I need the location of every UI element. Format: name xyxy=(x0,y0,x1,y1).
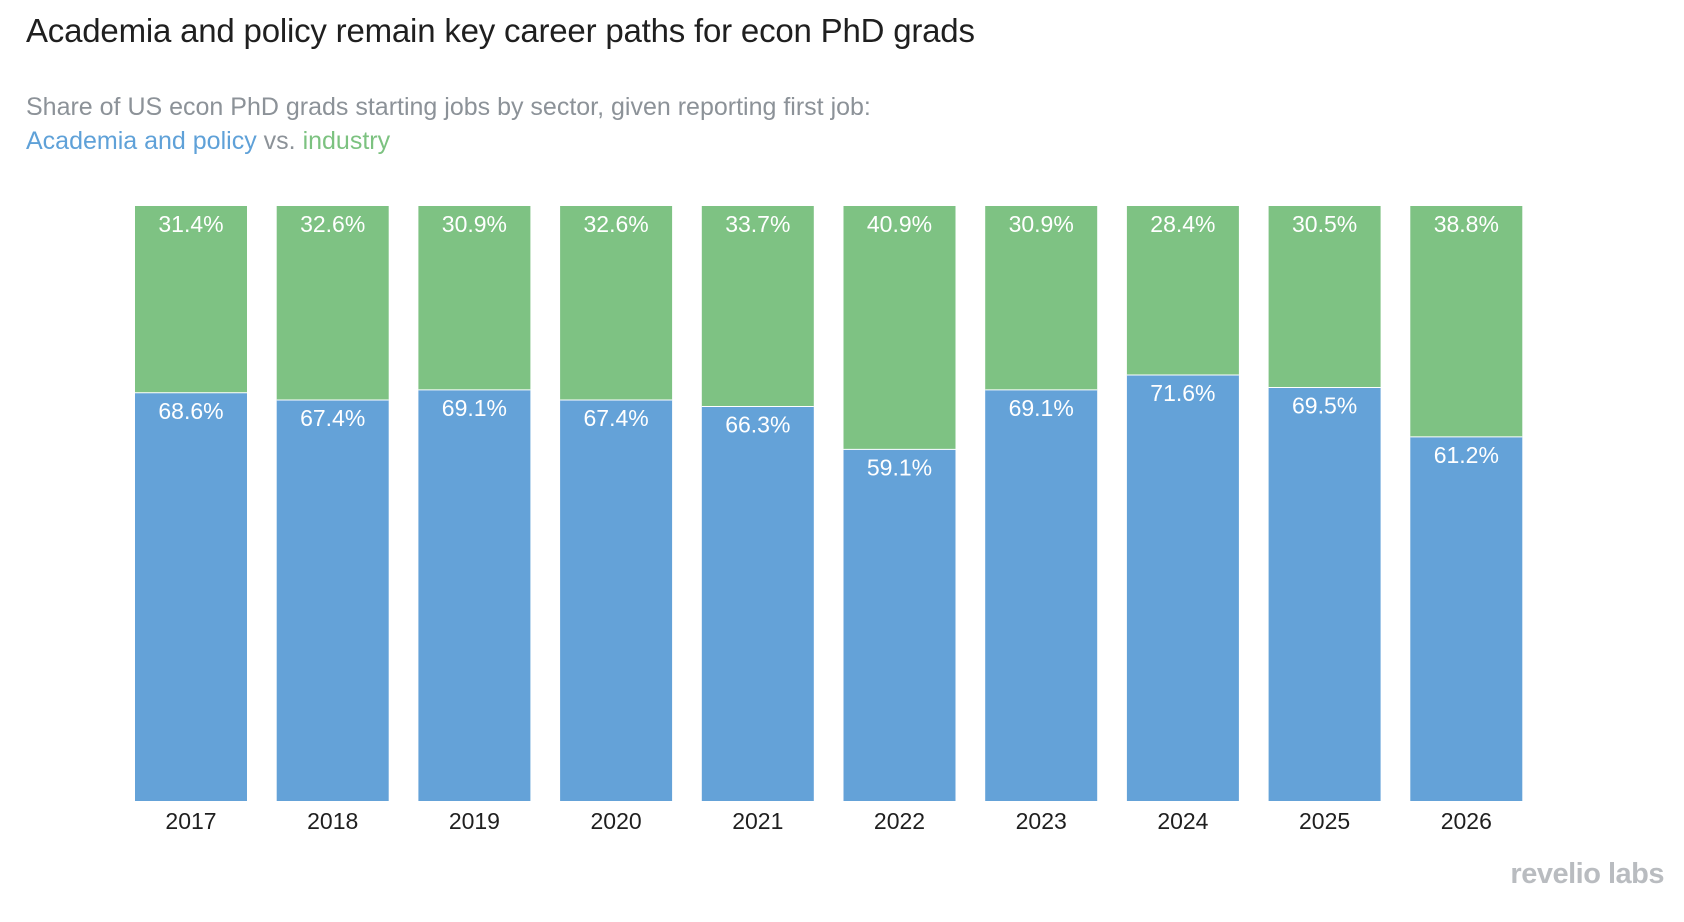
data-label-academia-2021: 66.3% xyxy=(725,412,790,438)
bar-industry-2025 xyxy=(1268,206,1381,388)
legend-industry: industry xyxy=(302,127,391,155)
data-label-academia-2024: 71.6% xyxy=(1150,380,1215,406)
bar-industry-2020 xyxy=(560,206,673,400)
data-label-academia-2025: 69.5% xyxy=(1292,393,1357,419)
x-tick-label-2020: 2020 xyxy=(591,808,642,834)
x-tick-label-2018: 2018 xyxy=(307,808,358,834)
bar-industry-2017 xyxy=(135,206,247,393)
legend-connector: vs. xyxy=(263,127,296,155)
bar-industry-2023 xyxy=(985,206,1098,390)
data-label-industry-2026: 38.8% xyxy=(1434,211,1499,237)
bar-industry-2018 xyxy=(276,206,389,400)
chart-title: Academia and policy remain key career pa… xyxy=(26,12,975,49)
subtitle-legend-line: Academia and policy vs. industry xyxy=(26,124,871,158)
x-tick-label-2019: 2019 xyxy=(449,808,500,834)
data-label-industry-2025: 30.5% xyxy=(1292,211,1357,237)
x-tick-label-2025: 2025 xyxy=(1299,808,1350,834)
data-label-industry-2023: 30.9% xyxy=(1009,211,1074,237)
x-tick-label-2017: 2017 xyxy=(165,808,216,834)
bar-academia-2022 xyxy=(843,449,956,801)
bar-industry-2021 xyxy=(701,206,814,407)
bar-industry-2026 xyxy=(1410,206,1523,437)
data-label-industry-2017: 31.4% xyxy=(158,211,223,237)
data-label-industry-2018: 32.6% xyxy=(300,211,365,237)
data-label-industry-2024: 28.4% xyxy=(1150,211,1215,237)
data-label-academia-2019: 69.1% xyxy=(442,395,507,421)
data-label-academia-2023: 69.1% xyxy=(1009,395,1074,421)
data-label-industry-2022: 40.9% xyxy=(867,211,932,237)
data-label-academia-2026: 61.2% xyxy=(1434,442,1499,468)
data-label-academia-2022: 59.1% xyxy=(867,454,932,480)
bar-academia-2025 xyxy=(1268,387,1381,801)
subtitle-line-1: Share of US econ PhD grads starting jobs… xyxy=(26,93,871,121)
x-tick-label-2022: 2022 xyxy=(874,808,925,834)
bar-academia-2023 xyxy=(985,389,1098,801)
data-label-academia-2020: 67.4% xyxy=(583,405,648,431)
bar-academia-2017 xyxy=(135,392,247,801)
bar-academia-2018 xyxy=(276,400,389,801)
bar-academia-2026 xyxy=(1410,436,1523,801)
x-tick-label-2026: 2026 xyxy=(1441,808,1492,834)
data-label-academia-2017: 68.6% xyxy=(158,398,223,424)
bar-academia-2021 xyxy=(701,406,814,801)
bar-industry-2022 xyxy=(843,206,956,450)
x-tick-label-2021: 2021 xyxy=(732,808,783,834)
data-label-academia-2018: 67.4% xyxy=(300,405,365,431)
revelio-labs-logo: revelio labs xyxy=(1510,858,1664,890)
x-tick-label-2024: 2024 xyxy=(1157,808,1208,834)
data-label-industry-2020: 32.6% xyxy=(583,211,648,237)
bar-academia-2019 xyxy=(418,389,531,801)
bar-academia-2024 xyxy=(1126,375,1239,801)
legend-academia-and-policy: Academia and policy xyxy=(26,127,257,155)
x-tick-label-2023: 2023 xyxy=(1016,808,1067,834)
bar-industry-2024 xyxy=(1126,206,1239,375)
data-label-industry-2019: 30.9% xyxy=(442,211,507,237)
chart-subtitle: Share of US econ PhD grads starting jobs… xyxy=(26,90,871,158)
data-label-industry-2021: 33.7% xyxy=(725,211,790,237)
bar-industry-2019 xyxy=(418,206,531,390)
bar-academia-2020 xyxy=(560,400,673,801)
